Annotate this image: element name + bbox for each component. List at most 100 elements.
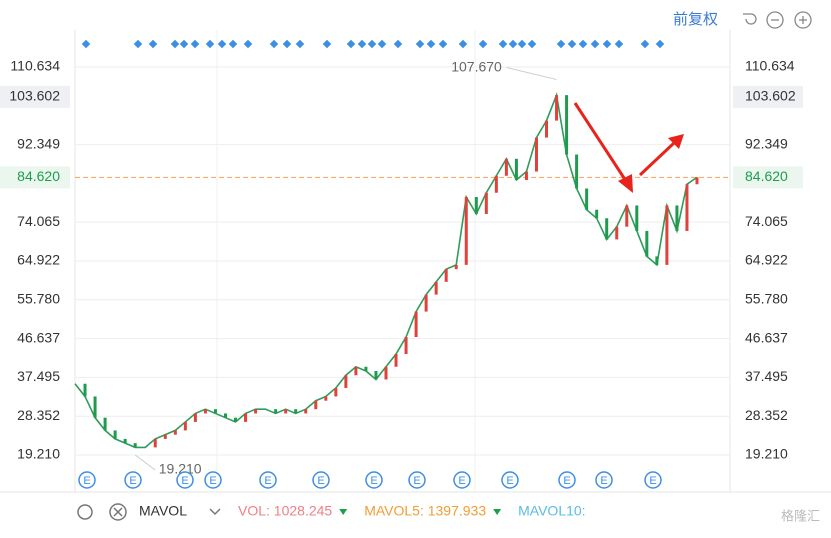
current-price-label: 84.620 <box>745 168 788 184</box>
event-marker[interactable] <box>259 471 277 489</box>
highlight-price-label: 103.602 <box>745 88 796 104</box>
event-diamond <box>602 39 612 49</box>
event-diamond <box>578 39 588 49</box>
current-price-label: 84.620 <box>17 168 60 184</box>
y-tick-label-right: 110.634 <box>745 58 795 74</box>
toolbar: MAVOL <box>77 503 221 521</box>
legend-caret <box>339 509 348 515</box>
highlight-price-bg <box>0 85 70 108</box>
event-diamond <box>179 39 189 49</box>
y-tick-label: 92.349 <box>17 135 60 151</box>
event-marker[interactable] <box>408 471 426 489</box>
y-tick-label-right: 92.349 <box>745 135 788 151</box>
event-diamond <box>590 39 600 49</box>
event-diamond <box>133 39 143 49</box>
settings-icon[interactable] <box>77 504 93 520</box>
watermark: 格隆汇 <box>781 508 820 523</box>
y-tick-label-right: 28.352 <box>745 407 788 423</box>
event-marker[interactable] <box>558 471 576 489</box>
event-letter: E <box>317 475 324 487</box>
event-marker[interactable] <box>78 471 96 489</box>
event-diamond <box>228 39 238 49</box>
event-diamond <box>217 39 227 49</box>
event-diamond <box>517 39 527 49</box>
event-letter: E <box>83 475 90 487</box>
current-price-bg <box>733 166 803 189</box>
y-tick-label-right: 74.065 <box>745 213 788 229</box>
event-letter: E <box>209 475 216 487</box>
annotation-leader <box>506 67 557 81</box>
event-letter: E <box>458 475 465 487</box>
dropdown-icon[interactable] <box>209 508 221 516</box>
event-marker[interactable] <box>312 471 330 489</box>
event-diamond <box>243 39 253 49</box>
price-line <box>74 92 698 449</box>
event-diamond <box>377 39 387 49</box>
y-tick-label-right: 64.922 <box>745 252 788 268</box>
y-tick-label: 19.210 <box>17 446 60 462</box>
legend-caret <box>493 509 502 515</box>
event-diamond <box>357 39 367 49</box>
event-letter: E <box>649 475 656 487</box>
highlight-price-label: 103.602 <box>9 88 60 104</box>
event-marker[interactable] <box>176 471 194 489</box>
y-tick-label-right: 37.495 <box>745 368 788 384</box>
current-price-bg <box>0 166 70 189</box>
event-diamond <box>170 39 180 49</box>
annotation-label: 19.210 <box>159 461 202 477</box>
event-marker[interactable] <box>204 471 222 489</box>
marks <box>74 92 699 449</box>
event-marker[interactable] <box>365 471 383 489</box>
y-tick-label: 28.352 <box>17 407 60 423</box>
event-diamond <box>415 39 425 49</box>
event-marker[interactable] <box>124 471 142 489</box>
annotation-label: 107.670 <box>451 58 502 74</box>
annotation-leader <box>134 454 156 471</box>
arrows <box>573 102 684 193</box>
event-diamond <box>148 39 158 49</box>
event-marker[interactable] <box>453 471 471 489</box>
zoom-controls[interactable] <box>743 11 812 29</box>
event-letter: E <box>129 475 136 487</box>
legend-entry: VOL: 1028.245 <box>238 503 332 519</box>
event-marker[interactable] <box>595 471 613 489</box>
event-diamond <box>282 39 292 49</box>
event-diamond <box>367 39 377 49</box>
event-marker[interactable] <box>501 471 519 489</box>
legend-entry: MAVOL10: <box>518 503 585 519</box>
event-letter: E <box>370 475 377 487</box>
adjust-button[interactable]: 前复权 <box>673 10 718 28</box>
y-tick-label-right: 55.780 <box>745 290 788 306</box>
event-letter: E <box>264 475 271 487</box>
zoom-out[interactable] <box>766 11 784 29</box>
event-diamond <box>498 39 508 49</box>
event-diamond <box>81 39 91 49</box>
event-diamond <box>640 39 650 49</box>
event-letter: E <box>600 475 607 487</box>
y-tick-label: 55.780 <box>17 290 60 306</box>
zoom-in[interactable] <box>794 11 812 29</box>
reset-icon[interactable] <box>743 13 757 25</box>
event-diamond <box>508 39 518 49</box>
grid <box>75 66 730 456</box>
indicator-name[interactable]: MAVOL <box>139 503 187 519</box>
event-diamond <box>426 39 436 49</box>
event-diamond <box>556 39 566 49</box>
event-diamond <box>269 39 279 49</box>
y-tick-label: 74.065 <box>17 213 60 229</box>
event-diamond <box>393 39 403 49</box>
event-diamond <box>295 39 305 49</box>
event-diamond <box>614 39 624 49</box>
event-diamond <box>346 39 356 49</box>
event-diamond <box>322 39 332 49</box>
event-diamond <box>478 39 488 49</box>
event-marker[interactable] <box>644 471 662 489</box>
event-letter: E <box>181 475 188 487</box>
legend-entry: MAVOL5: 1397.933 <box>364 503 486 519</box>
y-tick-label-right: 46.637 <box>745 329 788 345</box>
event-diamond <box>190 39 200 49</box>
event-diamond <box>458 39 468 49</box>
event-letter: E <box>413 475 420 487</box>
close-icon[interactable] <box>109 503 127 521</box>
event-diamond <box>567 39 577 49</box>
